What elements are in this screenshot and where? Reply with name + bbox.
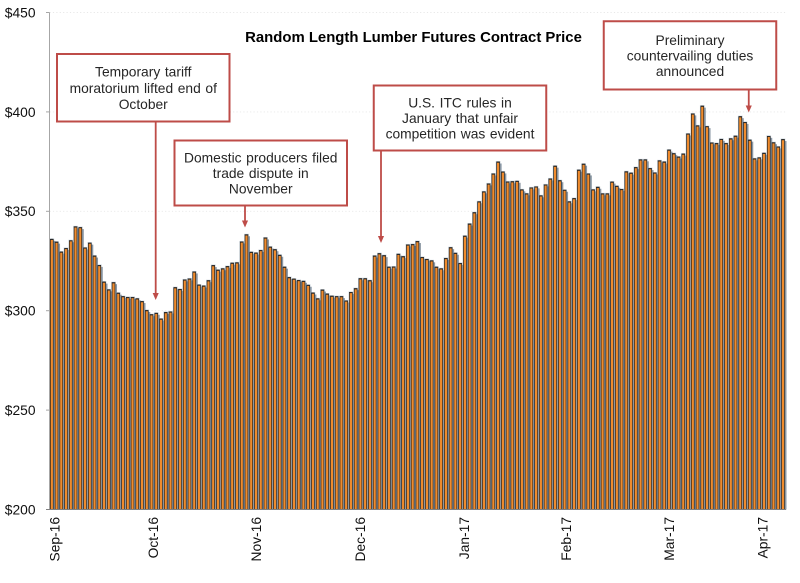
svg-text:Oct-16: Oct-16 xyxy=(146,517,161,559)
svg-text:$250: $250 xyxy=(5,403,36,418)
svg-text:U.S. ITC rules in: U.S. ITC rules in xyxy=(408,96,512,111)
svg-text:Domestic producers filed: Domestic producers filed xyxy=(184,151,337,166)
svg-text:Dec-16: Dec-16 xyxy=(353,517,368,562)
svg-text:January that unfair: January that unfair xyxy=(402,111,518,126)
svg-text:Temporary tariff: Temporary tariff xyxy=(95,65,192,80)
svg-text:Jan-17: Jan-17 xyxy=(457,517,472,559)
svg-text:Random Length Lumber Futures C: Random Length Lumber Futures Contract Pr… xyxy=(245,30,582,46)
svg-text:Mar-17: Mar-17 xyxy=(662,517,677,561)
svg-text:Sep-16: Sep-16 xyxy=(48,517,63,562)
svg-text:countervailing duties: countervailing duties xyxy=(627,48,754,63)
svg-text:Apr-17: Apr-17 xyxy=(756,517,771,558)
svg-text:$350: $350 xyxy=(5,204,36,219)
svg-text:moratorium lifted end of: moratorium lifted end of xyxy=(70,81,218,96)
svg-text:Nov-16: Nov-16 xyxy=(249,517,264,562)
svg-text:competition was evident: competition was evident xyxy=(386,127,535,142)
svg-text:announced: announced xyxy=(656,64,724,79)
svg-text:$200: $200 xyxy=(5,502,36,517)
svg-text:trade dispute in: trade dispute in xyxy=(213,166,309,181)
svg-text:$400: $400 xyxy=(5,105,36,120)
svg-text:October: October xyxy=(119,97,168,112)
svg-text:$300: $300 xyxy=(5,304,36,319)
svg-text:Preliminary: Preliminary xyxy=(656,33,725,48)
svg-text:$450: $450 xyxy=(5,5,36,20)
svg-text:November: November xyxy=(229,181,293,196)
svg-text:Feb-17: Feb-17 xyxy=(559,517,574,561)
